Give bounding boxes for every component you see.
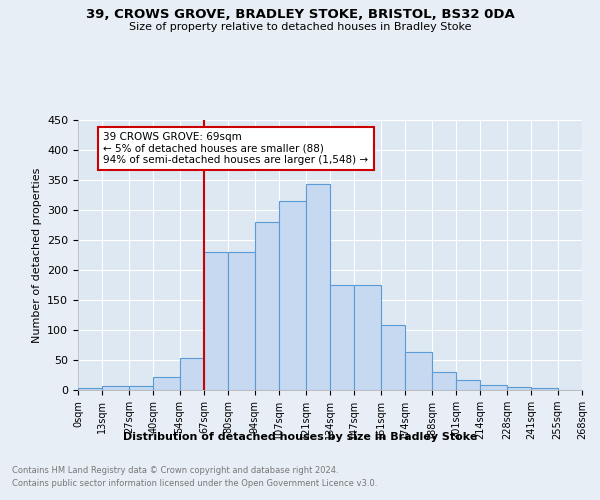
Bar (229, 252, 255, 390)
Bar (153, 377, 179, 390)
Bar (255, 222, 279, 390)
Text: Distribution of detached houses by size in Bradley Stoke: Distribution of detached houses by size … (123, 432, 477, 442)
Bar (531, 388, 557, 390)
Bar (279, 201, 305, 390)
Bar (330, 285, 355, 390)
Bar (381, 325, 405, 390)
Bar (431, 372, 456, 390)
Bar (179, 358, 204, 390)
Text: 39 CROWS GROVE: 69sqm
← 5% of detached houses are smaller (88)
94% of semi-detac: 39 CROWS GROVE: 69sqm ← 5% of detached h… (103, 132, 368, 165)
Bar (507, 387, 531, 390)
Text: Contains public sector information licensed under the Open Government Licence v3: Contains public sector information licen… (12, 479, 377, 488)
Bar (481, 385, 507, 390)
Bar (204, 252, 229, 390)
Bar (129, 386, 153, 390)
Bar (103, 386, 129, 390)
Bar (456, 380, 481, 390)
Text: Size of property relative to detached houses in Bradley Stoke: Size of property relative to detached ho… (129, 22, 471, 32)
Bar (78, 388, 103, 390)
Bar (305, 184, 330, 390)
Text: 39, CROWS GROVE, BRADLEY STOKE, BRISTOL, BS32 0DA: 39, CROWS GROVE, BRADLEY STOKE, BRISTOL,… (86, 8, 514, 20)
Text: Contains HM Land Registry data © Crown copyright and database right 2024.: Contains HM Land Registry data © Crown c… (12, 466, 338, 475)
Bar (582, 388, 600, 390)
Y-axis label: Number of detached properties: Number of detached properties (32, 168, 41, 342)
Bar (405, 352, 431, 390)
Bar (355, 285, 381, 390)
